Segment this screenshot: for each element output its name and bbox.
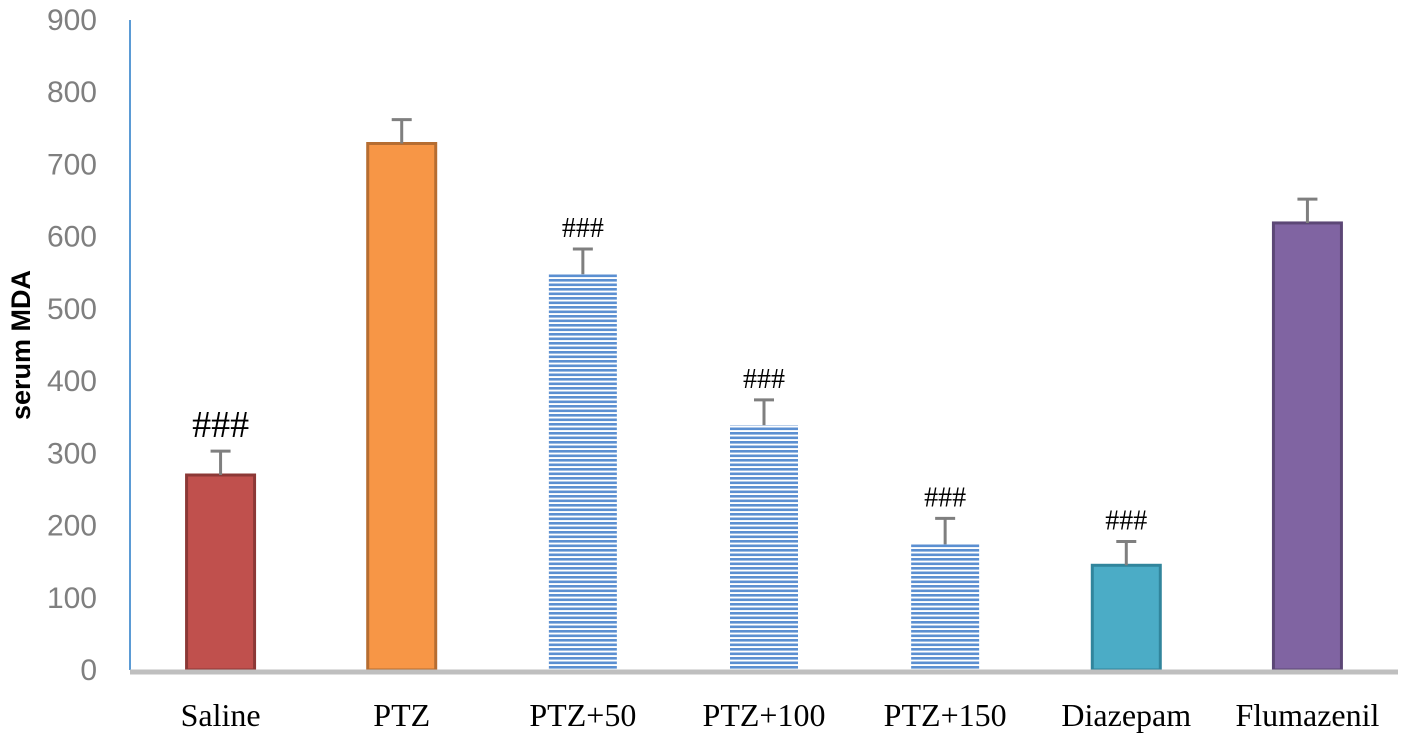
y-tick-label: 900 [47,4,97,37]
error-bar [935,516,956,545]
x-category-label: PTZ [373,697,430,733]
x-category-label: Diazepam [1061,697,1191,733]
y-tick-label: 0 [80,654,97,687]
significance-mark: ### [924,482,966,513]
error-bars-group [210,118,1318,566]
bar-ptz-50 [548,274,617,670]
significance-mark: ### [743,364,785,395]
y-tick-label: 200 [47,510,97,543]
significance-mark: ### [192,404,249,446]
x-category-label: PTZ+100 [703,697,826,733]
error-bar [391,118,412,144]
x-axis-categories: Saline PTZ PTZ+50 PTZ+100 PTZ+150 Diazepam Flu… [181,697,1380,733]
error-bar [210,449,231,475]
error-bar [572,247,593,275]
error-bar [1116,539,1137,566]
y-axis-label: serum MDA [6,270,36,420]
x-category-label: PTZ+150 [884,697,1007,733]
error-bar [1297,197,1318,223]
bars-group [185,142,1343,672]
error-bar [754,398,774,426]
bar-flumazenil [1271,221,1343,672]
y-tick-label: 600 [47,221,97,254]
significance-annotations: ### ### ### ### ### [192,213,1147,537]
bar-ptz [366,142,438,672]
significance-mark: ### [562,213,604,244]
y-tick-label: 300 [47,437,97,470]
y-axis-ticks: 0 100 200 300 400 500 600 700 800 900 [47,4,97,687]
bar-ptz-150 [911,544,980,670]
y-tick-label: 400 [47,365,97,398]
bar-ptz-100 [730,425,798,670]
x-category-label: PTZ+50 [529,697,636,733]
y-tick-label: 500 [47,293,97,326]
y-tick-label: 800 [47,76,97,109]
bar-diazepam [1090,563,1162,672]
x-category-label: Flumazenil [1235,697,1379,733]
y-tick-label: 100 [47,582,97,615]
x-category-label: Saline [181,697,261,733]
y-tick-label: 700 [47,148,97,181]
bar-saline [185,473,257,672]
significance-mark: ### [1105,505,1147,536]
